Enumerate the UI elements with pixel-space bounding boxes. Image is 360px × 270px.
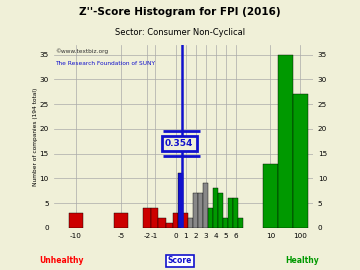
Text: Unhealthy: Unhealthy [39,256,84,265]
Bar [198,193,203,228]
Bar [208,208,213,228]
Bar [183,213,188,228]
Bar [158,218,166,228]
Text: Sector: Consumer Non-Cyclical: Sector: Consumer Non-Cyclical [115,28,245,37]
Bar [233,198,238,228]
Bar [238,218,243,228]
Bar [263,164,278,228]
Y-axis label: Number of companies (194 total): Number of companies (194 total) [33,87,38,185]
Bar [143,208,150,228]
Text: 0.354: 0.354 [165,139,193,148]
Bar [213,188,218,228]
Bar [223,218,228,228]
Bar [203,183,208,228]
Text: Healthy: Healthy [285,256,319,265]
Bar [218,193,223,228]
Bar [188,218,193,228]
Text: The Research Foundation of SUNY: The Research Foundation of SUNY [55,60,156,66]
Bar [114,213,128,228]
Text: Score: Score [168,256,192,265]
Bar [193,193,198,228]
Bar [173,213,178,228]
Bar [69,213,83,228]
Bar [278,55,293,228]
Bar [151,208,158,228]
Bar [178,173,183,228]
Bar [166,223,173,228]
Bar [228,198,233,228]
Bar [293,94,308,228]
Text: ©www.textbiz.org: ©www.textbiz.org [55,48,109,54]
Text: Z''-Score Histogram for FPI (2016): Z''-Score Histogram for FPI (2016) [79,7,281,17]
